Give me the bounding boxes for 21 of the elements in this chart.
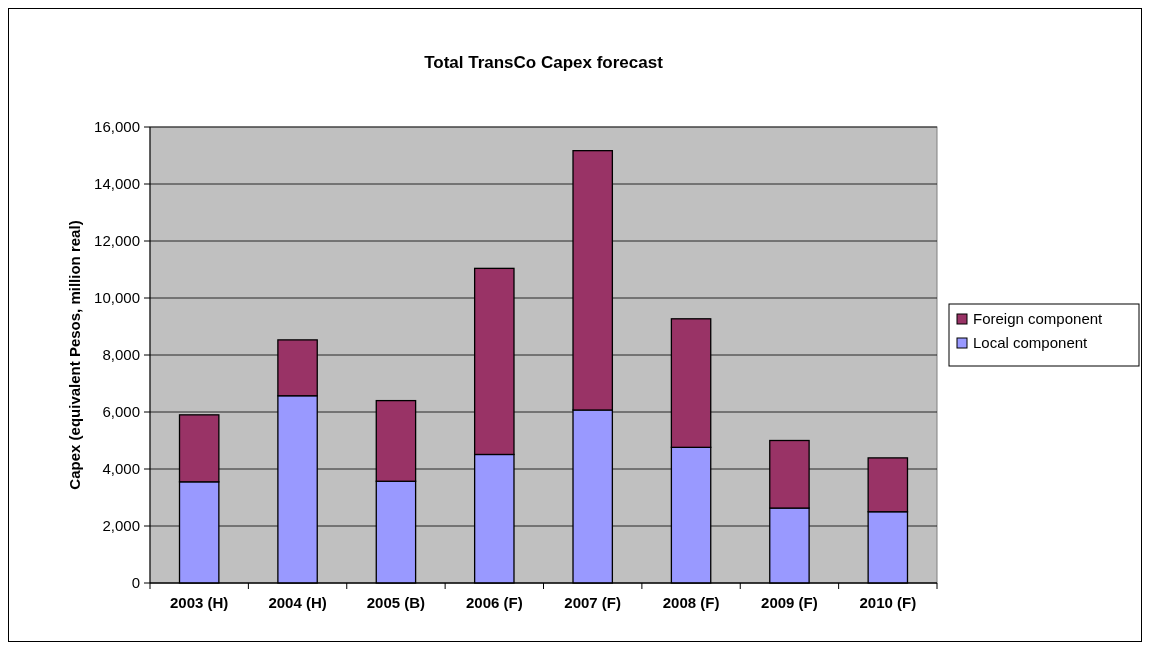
x-tick-label: 2004 (H) — [268, 594, 327, 611]
y-tick-label: 10,000 — [94, 289, 140, 307]
y-tick-label: 8,000 — [102, 346, 140, 364]
y-tick-label: 4,000 — [102, 460, 140, 478]
y-axis-title: Capex (equivalent Pesos, million real) — [66, 220, 83, 490]
chart-title: Total TransCo Capex forecast — [424, 53, 664, 72]
y-tick-label: 0 — [131, 574, 140, 592]
y-tick-label: 12,000 — [94, 232, 140, 250]
x-tick-label: 2010 (F) — [859, 594, 917, 611]
x-tick-label: 2007 (F) — [564, 594, 622, 611]
x-tick-label: 2009 (F) — [761, 594, 818, 611]
y-tick-label: 16,000 — [94, 118, 140, 136]
x-tick-label: 2005 (B) — [366, 594, 426, 611]
y-tick-label: 14,000 — [94, 175, 140, 193]
y-tick-label: 2,000 — [102, 517, 140, 535]
x-tick-label: 2003 (H) — [170, 594, 229, 611]
legend-label: Local component — [973, 334, 1089, 352]
legend-label: Foreign component — [973, 310, 1104, 328]
x-tick-label: 2006 (F) — [465, 594, 523, 611]
x-tick-label: 2008 (F) — [662, 594, 720, 611]
y-tick-label: 6,000 — [102, 403, 140, 421]
